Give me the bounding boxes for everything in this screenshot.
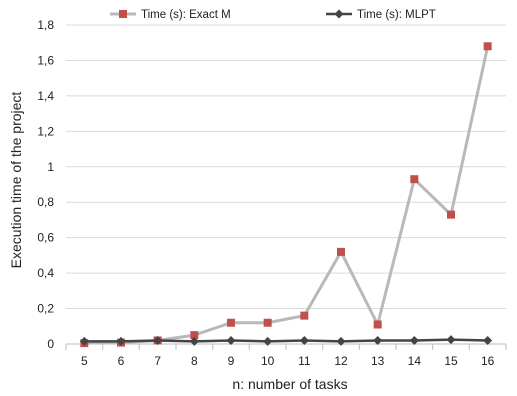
data-point	[337, 247, 345, 256]
data-point	[483, 42, 492, 51]
data-point	[373, 320, 382, 329]
data-point	[409, 335, 419, 345]
x-tick-label: 11	[298, 354, 311, 368]
data-point	[227, 318, 235, 327]
legend-item: Time (s): Exact M	[110, 9, 231, 21]
data-point	[483, 335, 493, 345]
y-axis-ticks: 0 0,2 0,4 0,6 0,8 1 1,2 1,4 1,6 1,8	[37, 18, 54, 351]
y-tick-label: 1,8	[37, 18, 54, 32]
x-axis-title: n: number of tasks	[232, 376, 347, 392]
series-1	[80, 42, 492, 348]
data-point	[189, 336, 199, 346]
data-point	[299, 335, 309, 345]
x-tick-label: 6	[118, 354, 125, 368]
data-point	[447, 210, 455, 219]
data-point	[446, 335, 456, 345]
grid-lines	[66, 24, 506, 310]
legend-label: Time (s): MLPT	[357, 9, 436, 21]
series-layer	[79, 42, 493, 348]
legend-label: Time (s): Exact M	[141, 9, 231, 21]
x-tick-label: 13	[371, 354, 385, 368]
y-tick-label: 0,2	[37, 302, 54, 316]
x-tick-label: 8	[191, 354, 198, 368]
data-point	[226, 335, 236, 345]
legend-item: Time (s): MLPT	[326, 9, 436, 21]
x-tick-label: 15	[444, 354, 458, 368]
legend-marker	[119, 10, 127, 18]
data-point	[300, 311, 309, 320]
data-point	[336, 336, 346, 346]
data-point	[116, 336, 126, 346]
data-point	[410, 175, 419, 184]
series-2	[79, 335, 493, 346]
y-tick-label: 0,6	[37, 231, 54, 245]
y-tick-label: 1,2	[37, 124, 54, 138]
x-tick-label: 5	[81, 354, 88, 368]
x-tick-label: 10	[261, 354, 275, 368]
y-tick-label: 1,6	[37, 53, 54, 67]
legend: Time (s): Exact M Time (s): MLPT	[110, 9, 436, 21]
data-point	[190, 331, 199, 340]
x-axis-ticks: 5 6 7 8 9 10 11 12 13 14 15 16	[65, 344, 507, 368]
data-point	[263, 336, 273, 346]
series-line	[84, 45, 490, 345]
y-tick-label: 1,4	[37, 89, 54, 103]
x-tick-label: 9	[228, 354, 235, 368]
data-point	[263, 318, 272, 327]
y-axis-title: Execution time of the project	[8, 92, 24, 269]
data-point	[79, 336, 89, 346]
series-line	[84, 338, 488, 343]
data-point	[153, 335, 163, 345]
y-tick-label: 0,8	[37, 195, 54, 209]
x-tick-label: 14	[408, 354, 422, 368]
x-tick-label: 16	[481, 354, 495, 368]
legend-marker	[334, 9, 344, 19]
y-tick-label: 1	[47, 160, 54, 174]
y-tick-label: 0	[47, 337, 54, 351]
data-point	[373, 335, 383, 345]
x-tick-label: 12	[334, 354, 348, 368]
x-tick-label: 7	[154, 354, 161, 368]
y-tick-label: 0,4	[37, 266, 54, 280]
